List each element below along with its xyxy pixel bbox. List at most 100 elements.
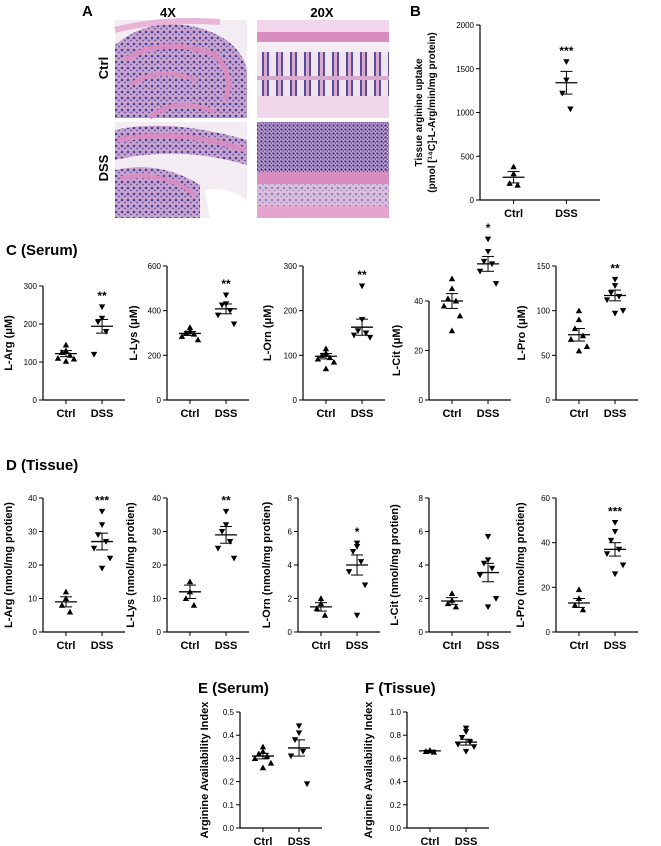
- data-point: [218, 528, 226, 535]
- data-point: [448, 285, 456, 292]
- y-tick-label: 0.0: [223, 824, 235, 833]
- chart-c5: 0 50 100 150 Ctrl DSS L-Pro (μM) **: [516, 261, 638, 420]
- data-point: [214, 312, 222, 319]
- chart-d2: 0 10 20 30 40 Ctrl DSS L-Lys (nmol/mg protien) *…: [125, 493, 249, 652]
- data-point: [186, 578, 194, 585]
- y-tick-label: 0: [546, 628, 551, 637]
- panel-f-letter: F (Tissue): [365, 680, 436, 697]
- data-point: [251, 755, 259, 761]
- y-tick-label: 40: [152, 494, 161, 503]
- micrograph-ctrl-4x: [114, 18, 247, 120]
- data-point: [353, 540, 361, 547]
- y-axis-label-line2: (pmol [¹⁴C]-L-Arg/min/mg protein): [427, 32, 438, 192]
- y-tick-label: 1500: [456, 65, 474, 74]
- x-category-label: DSS: [215, 408, 238, 420]
- panel-c-letter: C (Serum): [6, 242, 78, 259]
- y-axis-label: L-Cit (nmol/mg protien): [389, 504, 401, 626]
- x-category-label: DSS: [288, 836, 311, 846]
- y-axis-label: L-Pro (μM): [516, 305, 528, 360]
- data-point: [611, 276, 619, 283]
- y-tick-label: 100: [537, 307, 551, 316]
- data-point: [54, 355, 62, 361]
- data-point: [462, 748, 470, 755]
- data-point: [488, 565, 496, 572]
- y-tick-label: 20: [152, 561, 161, 570]
- data-point: [615, 293, 623, 300]
- x-category-label: DSS: [346, 640, 369, 652]
- data-point: [611, 520, 619, 526]
- data-point: [358, 283, 366, 290]
- panel-a-letter: A: [82, 3, 93, 20]
- data-point: [456, 312, 464, 319]
- data-point: [357, 559, 365, 565]
- x-category-label: DSS: [455, 836, 478, 846]
- y-tick-label: 60: [541, 494, 550, 503]
- y-tick-label: 20: [414, 347, 423, 356]
- chart-d3: 0 2 4 6 8 Ctrl DSS L-Orn (nmol/mg protien) *: [261, 494, 380, 652]
- data-point: [62, 358, 70, 364]
- y-tick-label: 2: [288, 595, 293, 604]
- significance-label: *: [355, 525, 360, 539]
- data-point: [492, 281, 500, 287]
- micrograph-dss-20x: [257, 122, 389, 218]
- y-tick-label: 40: [28, 494, 37, 503]
- x-category-label: DSS: [555, 208, 578, 220]
- y-axis-label: L-Arg (μM): [3, 315, 15, 371]
- chart-e: 0.0 0.1 0.2 0.3 0.4 0.5 Ctrl DSS Arginine Availa…: [199, 701, 322, 846]
- y-tick-label: 0.6: [390, 754, 402, 763]
- data-point: [90, 545, 98, 552]
- data-point: [484, 557, 492, 564]
- significance-label: *: [486, 221, 491, 235]
- row-label-ctrl: Ctrl: [96, 57, 111, 79]
- x-category-label: Ctrl: [311, 640, 330, 652]
- data-point: [98, 522, 106, 528]
- col-header-4x: 4X: [160, 5, 176, 20]
- data-point: [603, 551, 611, 558]
- y-tick-label: 20: [541, 583, 550, 592]
- data-point: [349, 549, 357, 555]
- significance-label: **: [610, 261, 620, 275]
- y-tick-label: 100: [284, 351, 298, 360]
- x-category-label: Ctrl: [569, 640, 588, 652]
- y-tick-label: 200: [284, 307, 298, 316]
- data-point: [353, 544, 361, 550]
- data-point: [484, 604, 492, 611]
- data-point: [226, 308, 234, 314]
- y-tick-label: 0: [419, 628, 424, 637]
- chart-b: 0 500 1000 1500 2000 Ctrl DSS Tissue arginine u…: [414, 21, 600, 220]
- x-category-label: DSS: [91, 640, 114, 652]
- data-point: [484, 533, 492, 540]
- data-point: [66, 608, 74, 615]
- data-point: [330, 358, 338, 365]
- x-category-label: Ctrl: [56, 640, 75, 652]
- chart-c2: 0 200 400 600 Ctrl DSS L-Lys (μM) **: [128, 262, 249, 420]
- y-tick-label: 500: [461, 152, 475, 161]
- data-point: [354, 328, 362, 334]
- data-point: [575, 316, 583, 323]
- data-point: [222, 508, 230, 515]
- data-point: [611, 528, 619, 535]
- data-point: [98, 315, 106, 322]
- data-point: [619, 562, 627, 569]
- significance-label: **: [221, 493, 231, 507]
- y-tick-label: 300: [284, 262, 298, 271]
- data-point: [484, 248, 492, 255]
- y-tick-label: 300: [24, 282, 38, 291]
- data-point: [454, 741, 462, 748]
- data-point: [366, 334, 374, 341]
- data-point: [563, 59, 570, 65]
- panel-d-letter: D (Tissue): [6, 457, 78, 474]
- data-point: [607, 290, 615, 296]
- data-point: [194, 336, 202, 343]
- data-point: [361, 582, 369, 589]
- significance-label: ***: [95, 493, 109, 507]
- data-point: [579, 606, 587, 613]
- data-point: [611, 283, 619, 289]
- x-category-label: DSS: [604, 408, 627, 420]
- panel-a-histology: A 4X 20X Ctrl DSS: [82, 3, 389, 218]
- y-axis-label: L-Arg (nmol/mg protien): [3, 502, 15, 628]
- data-point: [299, 748, 307, 755]
- significance-label: ***: [608, 505, 622, 519]
- chart-c1: 0 100 200 300 Ctrl DSS L-Arg (μM) **: [3, 282, 125, 420]
